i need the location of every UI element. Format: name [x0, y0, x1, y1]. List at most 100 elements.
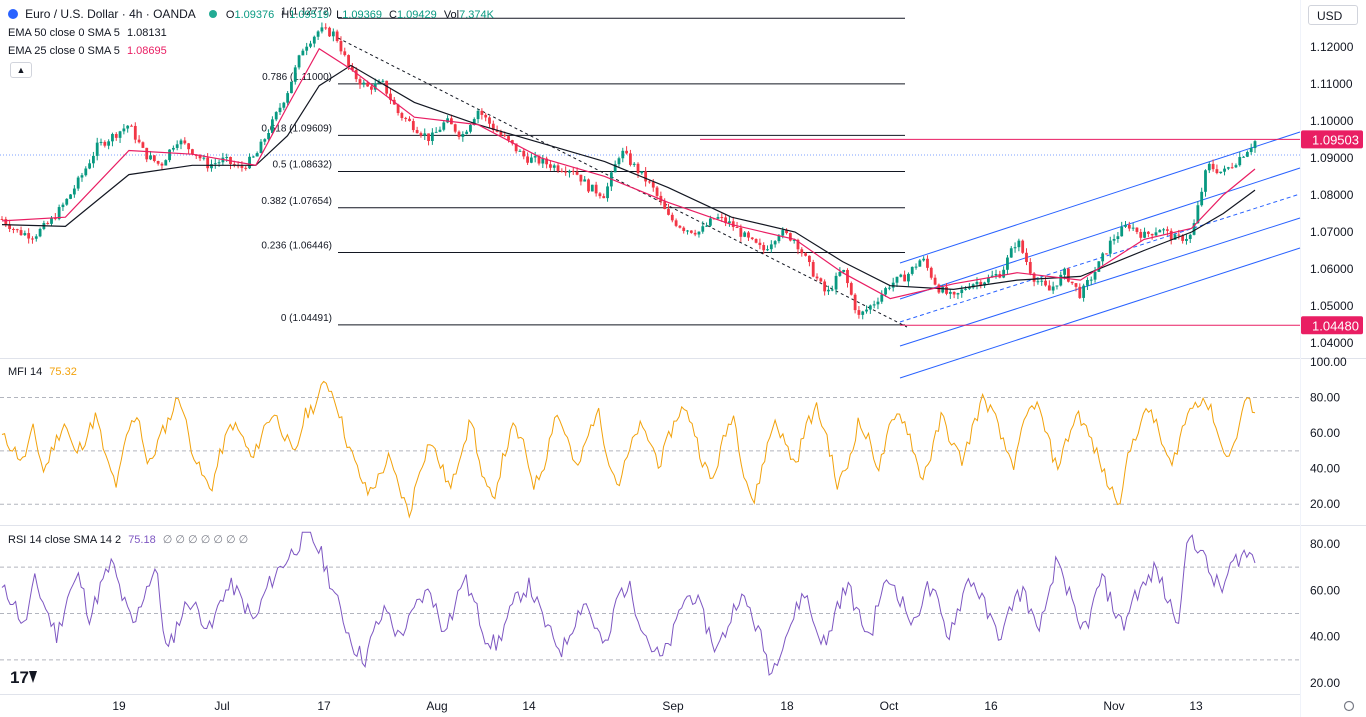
candle-body[interactable]	[46, 223, 50, 225]
candle-body[interactable]	[903, 274, 907, 282]
candle-body[interactable]	[590, 184, 594, 192]
candle-body[interactable]	[457, 131, 461, 137]
candle-body[interactable]	[979, 281, 983, 286]
candle-body[interactable]	[1124, 224, 1127, 227]
candle-body[interactable]	[1177, 234, 1181, 236]
candle-body[interactable]	[1112, 239, 1116, 241]
candle-body[interactable]	[411, 121, 415, 131]
candle-body[interactable]	[884, 288, 887, 295]
candle-body[interactable]	[1135, 227, 1139, 232]
candle-body[interactable]	[347, 55, 350, 67]
candle-body[interactable]	[1093, 271, 1097, 280]
candle-body[interactable]	[720, 217, 724, 219]
candle-body[interactable]	[103, 141, 107, 146]
candle-body[interactable]	[370, 86, 373, 90]
candle-body[interactable]	[88, 163, 91, 169]
candle-body[interactable]	[518, 150, 522, 152]
candle-body[interactable]	[469, 125, 472, 132]
candle-body[interactable]	[430, 132, 434, 142]
candle-body[interactable]	[210, 164, 213, 169]
candle-body[interactable]	[309, 43, 312, 47]
candle-body[interactable]	[728, 221, 731, 224]
candle-body[interactable]	[575, 171, 579, 175]
candle-body[interactable]	[887, 287, 891, 289]
ema25-legend[interactable]: EMA 25 close 0 SMA 5 1.08695	[8, 45, 171, 57]
candle-body[interactable]	[587, 179, 590, 192]
candle-body[interactable]	[38, 228, 42, 237]
candle-body[interactable]	[686, 230, 689, 232]
candle-body[interactable]	[644, 171, 648, 182]
candle-body[interactable]	[1169, 230, 1173, 240]
candle-body[interactable]	[141, 142, 145, 148]
candle-body[interactable]	[914, 266, 918, 268]
candle-body[interactable]	[1131, 227, 1135, 229]
candle-body[interactable]	[796, 239, 800, 250]
candle-body[interactable]	[232, 164, 236, 166]
candle-body[interactable]	[1204, 170, 1207, 192]
candle-body[interactable]	[408, 118, 411, 122]
candle-body[interactable]	[670, 214, 674, 221]
candle-body[interactable]	[594, 184, 598, 194]
candle-body[interactable]	[396, 104, 400, 114]
candle-body[interactable]	[1146, 231, 1150, 234]
candle-body[interactable]	[983, 282, 986, 286]
candle-body[interactable]	[693, 232, 697, 235]
candle-body[interactable]	[1025, 252, 1028, 262]
candle-body[interactable]	[830, 289, 834, 291]
candle-body[interactable]	[868, 305, 872, 310]
candle-body[interactable]	[213, 163, 217, 165]
candle-body[interactable]	[1028, 261, 1032, 274]
candle-body[interactable]	[1173, 234, 1177, 240]
candle-body[interactable]	[960, 289, 964, 294]
candle-body[interactable]	[1070, 281, 1074, 284]
candle-body[interactable]	[929, 267, 933, 278]
candle-body[interactable]	[834, 275, 838, 290]
candle-body[interactable]	[952, 291, 956, 295]
candle-body[interactable]	[697, 231, 701, 235]
candle-body[interactable]	[1116, 236, 1120, 240]
candle-body[interactable]	[1089, 279, 1093, 281]
candle-body[interactable]	[1059, 274, 1063, 286]
candle-body[interactable]	[95, 142, 99, 156]
candle-body[interactable]	[156, 161, 160, 164]
candle-body[interactable]	[849, 283, 853, 295]
candle-body[interactable]	[967, 287, 971, 289]
candle-body[interactable]	[926, 258, 929, 268]
ema50-line[interactable]	[1, 64, 1256, 291]
candle-body[interactable]	[297, 55, 301, 68]
candle-body[interactable]	[507, 136, 510, 141]
candle-body[interactable]	[514, 143, 518, 152]
candle-body[interactable]	[781, 230, 785, 236]
candle-body[interactable]	[65, 198, 69, 205]
candle-body[interactable]	[987, 277, 990, 283]
candle-body[interactable]	[282, 102, 286, 108]
candle-body[interactable]	[15, 229, 19, 231]
candle-body[interactable]	[278, 107, 282, 113]
candle-body[interactable]	[114, 134, 118, 138]
candle-body[interactable]	[354, 70, 358, 80]
candle-body[interactable]	[598, 193, 602, 197]
candle-body[interactable]	[1108, 240, 1112, 254]
candle-body[interactable]	[476, 110, 480, 120]
candle-body[interactable]	[293, 67, 297, 82]
channel-upper-mid-line[interactable]	[899, 167, 1301, 300]
candle-body[interactable]	[766, 249, 769, 251]
candle-body[interactable]	[865, 309, 868, 312]
candle-body[interactable]	[1082, 285, 1086, 298]
candle-body[interactable]	[415, 130, 419, 134]
candle-body[interactable]	[842, 269, 846, 272]
candle-body[interactable]	[918, 260, 922, 267]
candle-body[interactable]	[50, 217, 53, 224]
candle-body[interactable]	[526, 156, 529, 163]
candle-body[interactable]	[1150, 233, 1154, 236]
candle-body[interactable]	[876, 301, 880, 305]
candle-body[interactable]	[499, 131, 503, 136]
candle-body[interactable]	[754, 239, 758, 243]
candle-body[interactable]	[34, 236, 38, 239]
collapse-legend-button[interactable]: ▲	[10, 62, 32, 78]
candle-body[interactable]	[1188, 234, 1192, 239]
candle-body[interactable]	[1063, 268, 1066, 275]
candle-body[interactable]	[400, 113, 404, 118]
candle-body[interactable]	[857, 310, 861, 315]
candle-body[interactable]	[484, 114, 488, 118]
